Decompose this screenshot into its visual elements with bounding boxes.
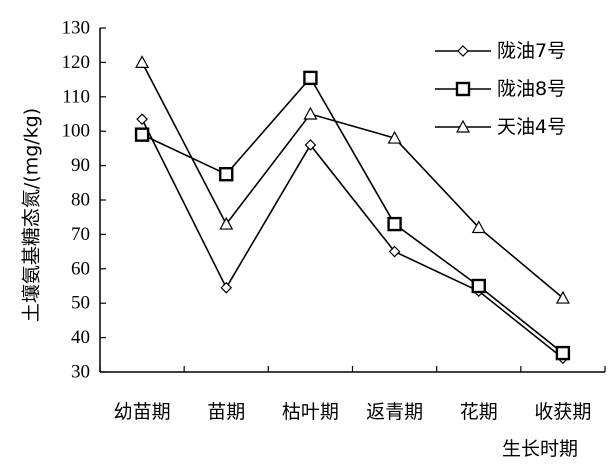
data-point-diamond (388, 245, 401, 258)
legend-label: 天油4号 (497, 116, 566, 138)
legend-item: 天油4号 (435, 116, 566, 138)
data-point-triangle (471, 220, 486, 234)
data-point-diamond (220, 281, 233, 294)
y-tick-label: 100 (62, 121, 91, 142)
y-tick-label: 120 (62, 52, 91, 73)
series-square (134, 70, 571, 361)
y-tick-label: 110 (62, 86, 90, 107)
y-tick-label: 30 (71, 362, 90, 383)
legend-label: 陇油7号 (497, 40, 566, 62)
data-point-square (555, 345, 571, 361)
data-point-square (387, 216, 402, 232)
y-tick-label: 40 (71, 327, 90, 348)
data-point-square (303, 70, 318, 86)
legend-item: 陇油8号 (435, 78, 566, 100)
y-tick-label: 80 (71, 190, 90, 211)
series-diamond (136, 113, 569, 365)
data-point-square (471, 278, 486, 294)
legend-marker-diamond (457, 45, 469, 57)
series-line (141, 62, 564, 299)
x-tick-label: 幼苗期 (114, 401, 171, 423)
x-tick-label: 收获期 (534, 401, 591, 423)
y-axis-label: 土壤氨基糖态氮/(mg/kg) (21, 108, 43, 322)
legend-marker-triangle (455, 119, 471, 133)
x-tick-label: 枯叶期 (282, 401, 339, 423)
legend-marker-square (455, 81, 471, 97)
series-line (141, 76, 564, 354)
data-point-triangle (303, 106, 318, 120)
x-tick-label: 苗期 (207, 401, 245, 423)
data-point-diamond (304, 139, 317, 151)
y-tick-labels: 30 40 50 60 70 80 90 100 110 120 130 (62, 18, 91, 383)
series-layer (134, 55, 571, 365)
data-point-triangle (555, 290, 570, 304)
legend-item: 陇油7号 (435, 40, 566, 62)
data-point-diamond (136, 113, 148, 126)
x-axis-label: 生长时期 (502, 438, 578, 460)
x-tick-label: 花期 (460, 401, 498, 423)
data-point-square (134, 127, 150, 142)
y-tick-label: 90 (71, 155, 90, 176)
data-point-triangle (219, 216, 234, 230)
legend-label: 陇油8号 (497, 78, 566, 100)
data-point-square (219, 166, 234, 182)
x-tick-label: 返青期 (366, 401, 423, 423)
axes (99, 27, 606, 373)
data-point-triangle (135, 55, 150, 69)
y-tick-label: 130 (62, 18, 91, 39)
y-tick-label: 50 (71, 293, 90, 314)
x-tick-labels: 幼苗期 苗期 枯叶期 返青期 花期 收获期 (114, 401, 592, 423)
data-point-triangle (387, 130, 402, 144)
y-tick-label: 70 (71, 224, 90, 245)
y-tick-label: 60 (71, 258, 90, 279)
series-triangle (135, 55, 570, 304)
series-line (141, 118, 564, 359)
